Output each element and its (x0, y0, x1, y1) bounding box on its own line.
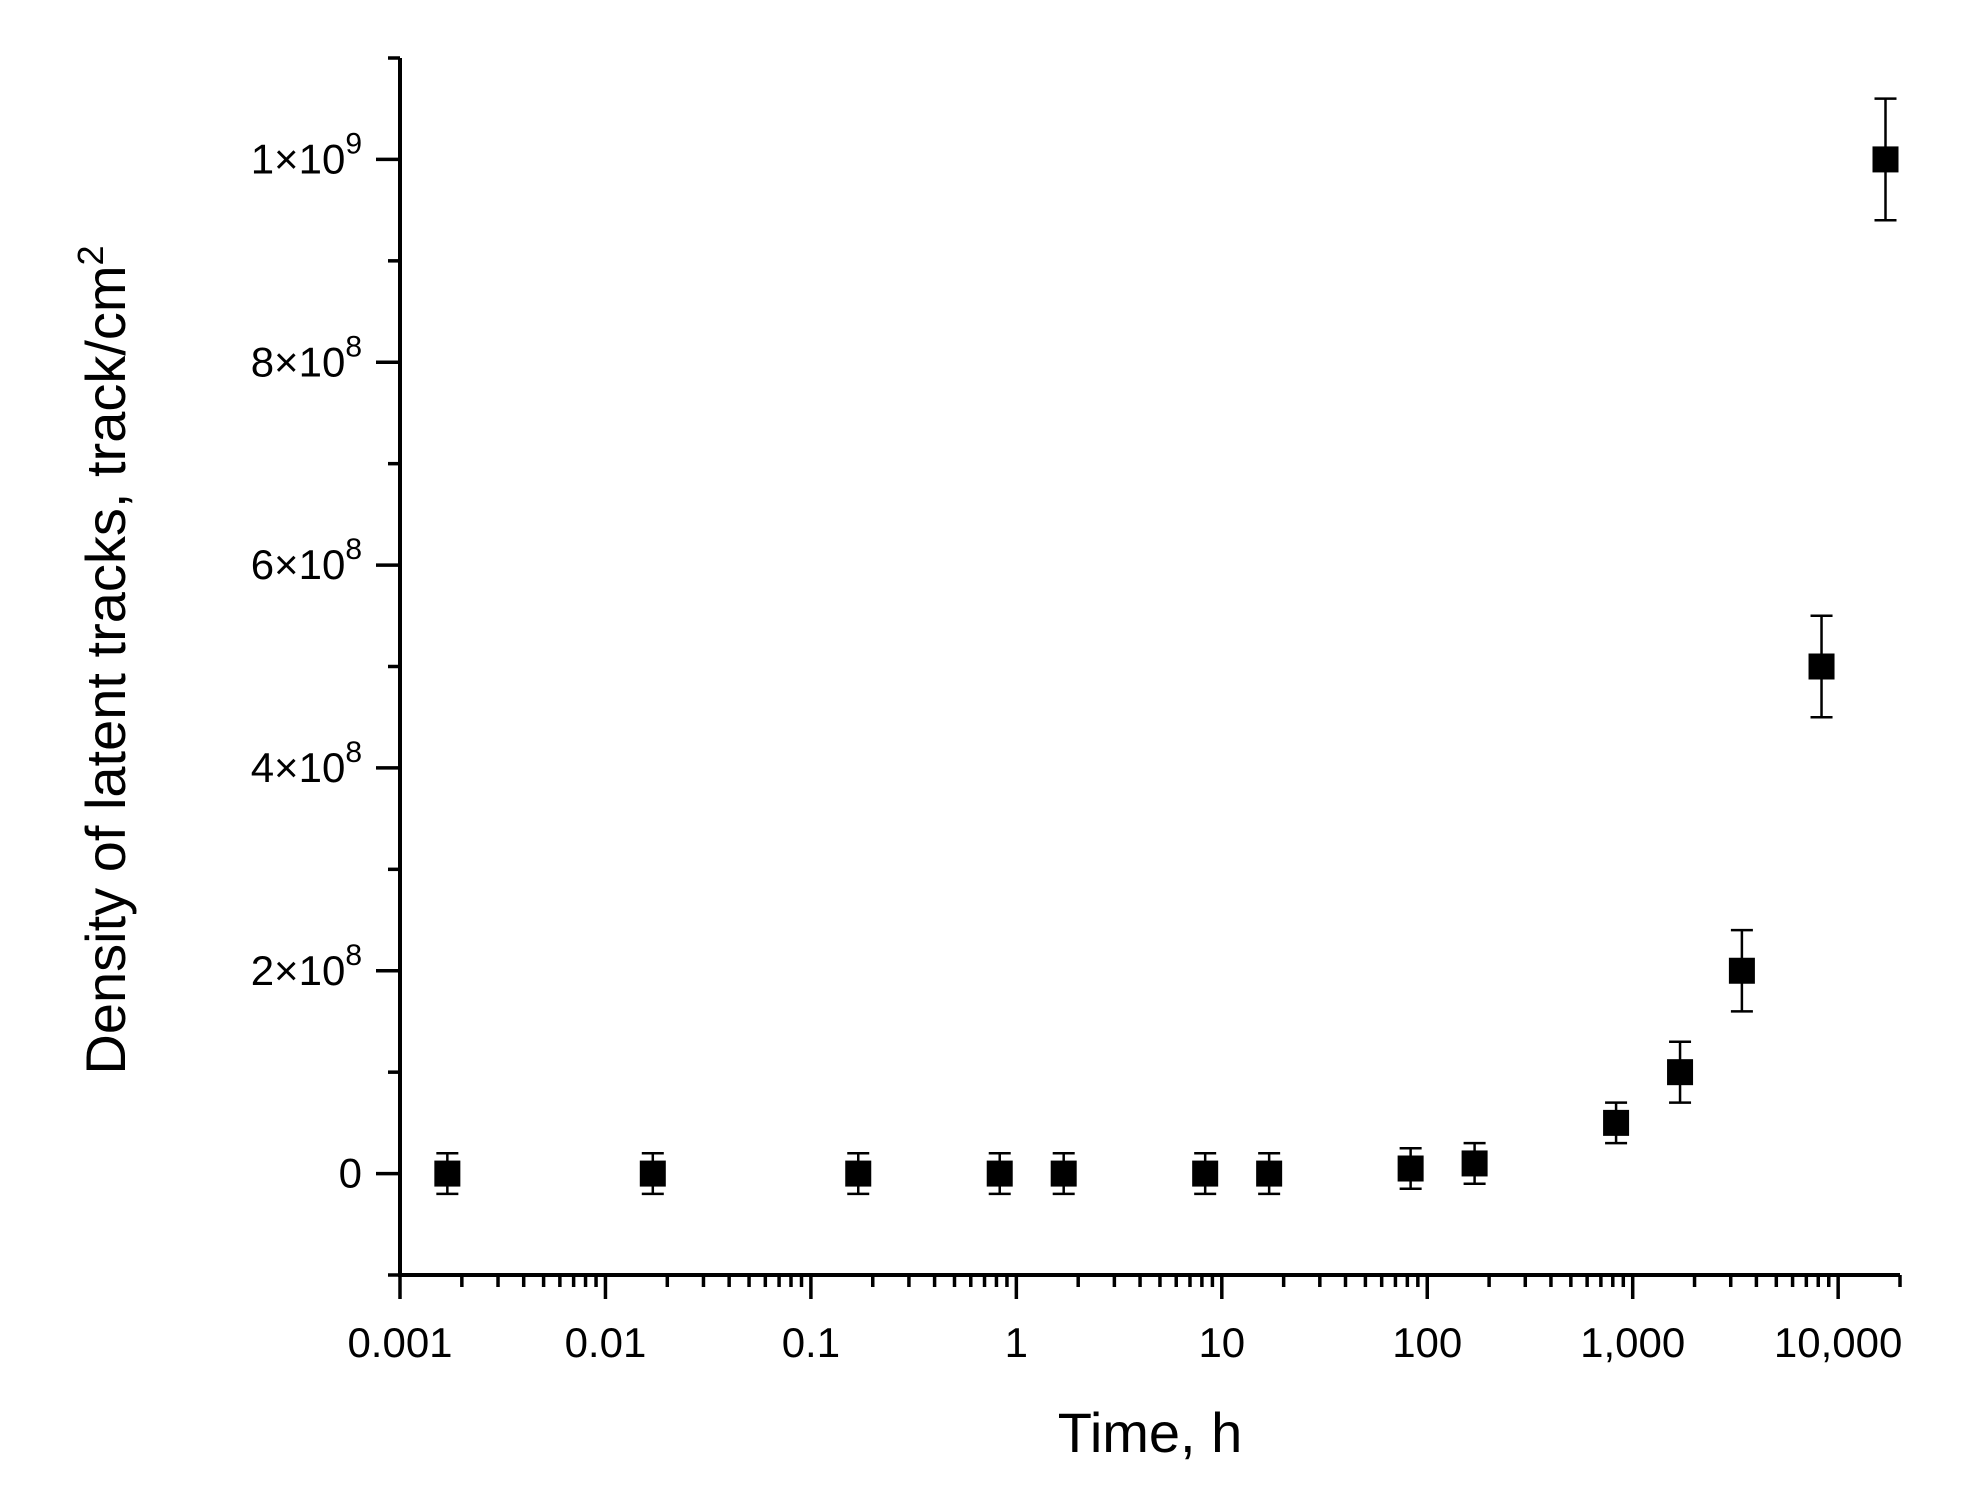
x-tick-label: 1,000 (1580, 1319, 1685, 1366)
y-tick-mantissa: 6×10 (251, 541, 346, 588)
y-tick-label: 0 (339, 1150, 362, 1197)
x-tick-label: 10,000 (1774, 1319, 1902, 1366)
x-ticks: 0.001 0.01 0.1 1 10 100 1,000 10,000 (347, 1275, 1902, 1366)
y-tick-label: 8×108 (251, 330, 362, 385)
y-tick-label: 4×108 (251, 736, 362, 791)
y-tick-exponent: 8 (345, 330, 362, 363)
y-axis-title-superscript: 2 (70, 245, 111, 265)
y-tick-mantissa: 1×10 (251, 135, 346, 182)
data-point (1461, 1150, 1488, 1177)
data-point (1728, 957, 1755, 984)
x-tick-label: 0.01 (565, 1319, 647, 1366)
data-point (1192, 1160, 1219, 1187)
data-point (1256, 1160, 1283, 1187)
data-point (845, 1160, 872, 1187)
data-point (1397, 1155, 1424, 1182)
x-tick-label: 0.1 (782, 1319, 840, 1366)
data-point (1667, 1059, 1694, 1086)
y-tick-mantissa: 4×10 (251, 744, 346, 791)
x-axis-title: Time, h (1058, 1401, 1243, 1464)
y-tick-mantissa: 8×10 (251, 338, 346, 385)
data-point (434, 1160, 461, 1187)
x-tick-label: 0.001 (347, 1319, 452, 1366)
y-tick-label: 2×108 (251, 939, 362, 994)
x-tick-label: 1 (1005, 1319, 1028, 1366)
y-tick-mantissa: 0 (339, 1150, 362, 1197)
x-tick-label: 10 (1198, 1319, 1245, 1366)
y-axis-title-text: Density of latent tracks, track/cm (74, 265, 137, 1074)
data-point (639, 1160, 666, 1187)
data-point (1603, 1109, 1630, 1136)
data-point (1872, 146, 1899, 173)
y-tick-exponent: 8 (345, 939, 362, 972)
data-point (986, 1160, 1013, 1187)
y-tick-exponent: 8 (345, 736, 362, 769)
y-tick-label: 6×108 (251, 533, 362, 588)
y-tick-exponent: 8 (345, 533, 362, 566)
y-axis-title: Density of latent tracks, track/cm2 (70, 245, 137, 1074)
data-point (1050, 1160, 1077, 1187)
data-points (434, 97, 1899, 1196)
x-tick-label: 100 (1392, 1319, 1462, 1366)
y-tick-exponent: 9 (345, 127, 362, 160)
data-point (1808, 653, 1835, 680)
axes (398, 58, 1900, 1277)
y-tick-mantissa: 2×10 (251, 947, 346, 994)
y-tick-label: 1×109 (251, 127, 362, 182)
